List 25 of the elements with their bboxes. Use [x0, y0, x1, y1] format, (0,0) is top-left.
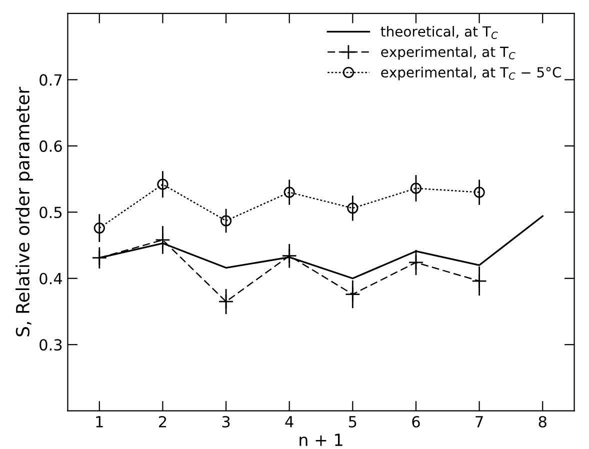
point: [220, 215, 232, 226]
x-tick-label: 7: [476, 416, 483, 428]
x-tick-label: 4: [285, 416, 294, 428]
y-tick-label: 0.5: [40, 206, 62, 218]
x-tick-label: 6: [412, 416, 420, 428]
point: [157, 178, 168, 190]
x-tick-label: 3: [222, 416, 230, 428]
y-axis-title: S, Relative order parameter: [16, 86, 34, 336]
legend-label: experimental, at T$_{C}$ − 5°C: [381, 66, 561, 80]
y-tick-label: 0.6: [40, 140, 62, 152]
x-tick-label: 5: [348, 416, 356, 428]
point: [94, 222, 105, 234]
y-tick-label: 0.3: [40, 339, 62, 351]
point: [284, 186, 295, 198]
x-axis-title: n + 1: [300, 434, 342, 446]
point: [347, 202, 358, 214]
x-tick-label: 1: [96, 416, 103, 428]
legend-label: experimental, at T$_{C}$: [381, 46, 516, 60]
x-tick-label: 8: [538, 416, 546, 428]
x-tick-label: 2: [158, 416, 166, 428]
point: [474, 186, 485, 198]
y-tick-label: 0.7: [40, 74, 62, 86]
y-tick-label: 0.4: [40, 272, 62, 284]
legend-label: theoretical, at T$_{C}$: [380, 26, 498, 39]
point: [410, 182, 422, 194]
